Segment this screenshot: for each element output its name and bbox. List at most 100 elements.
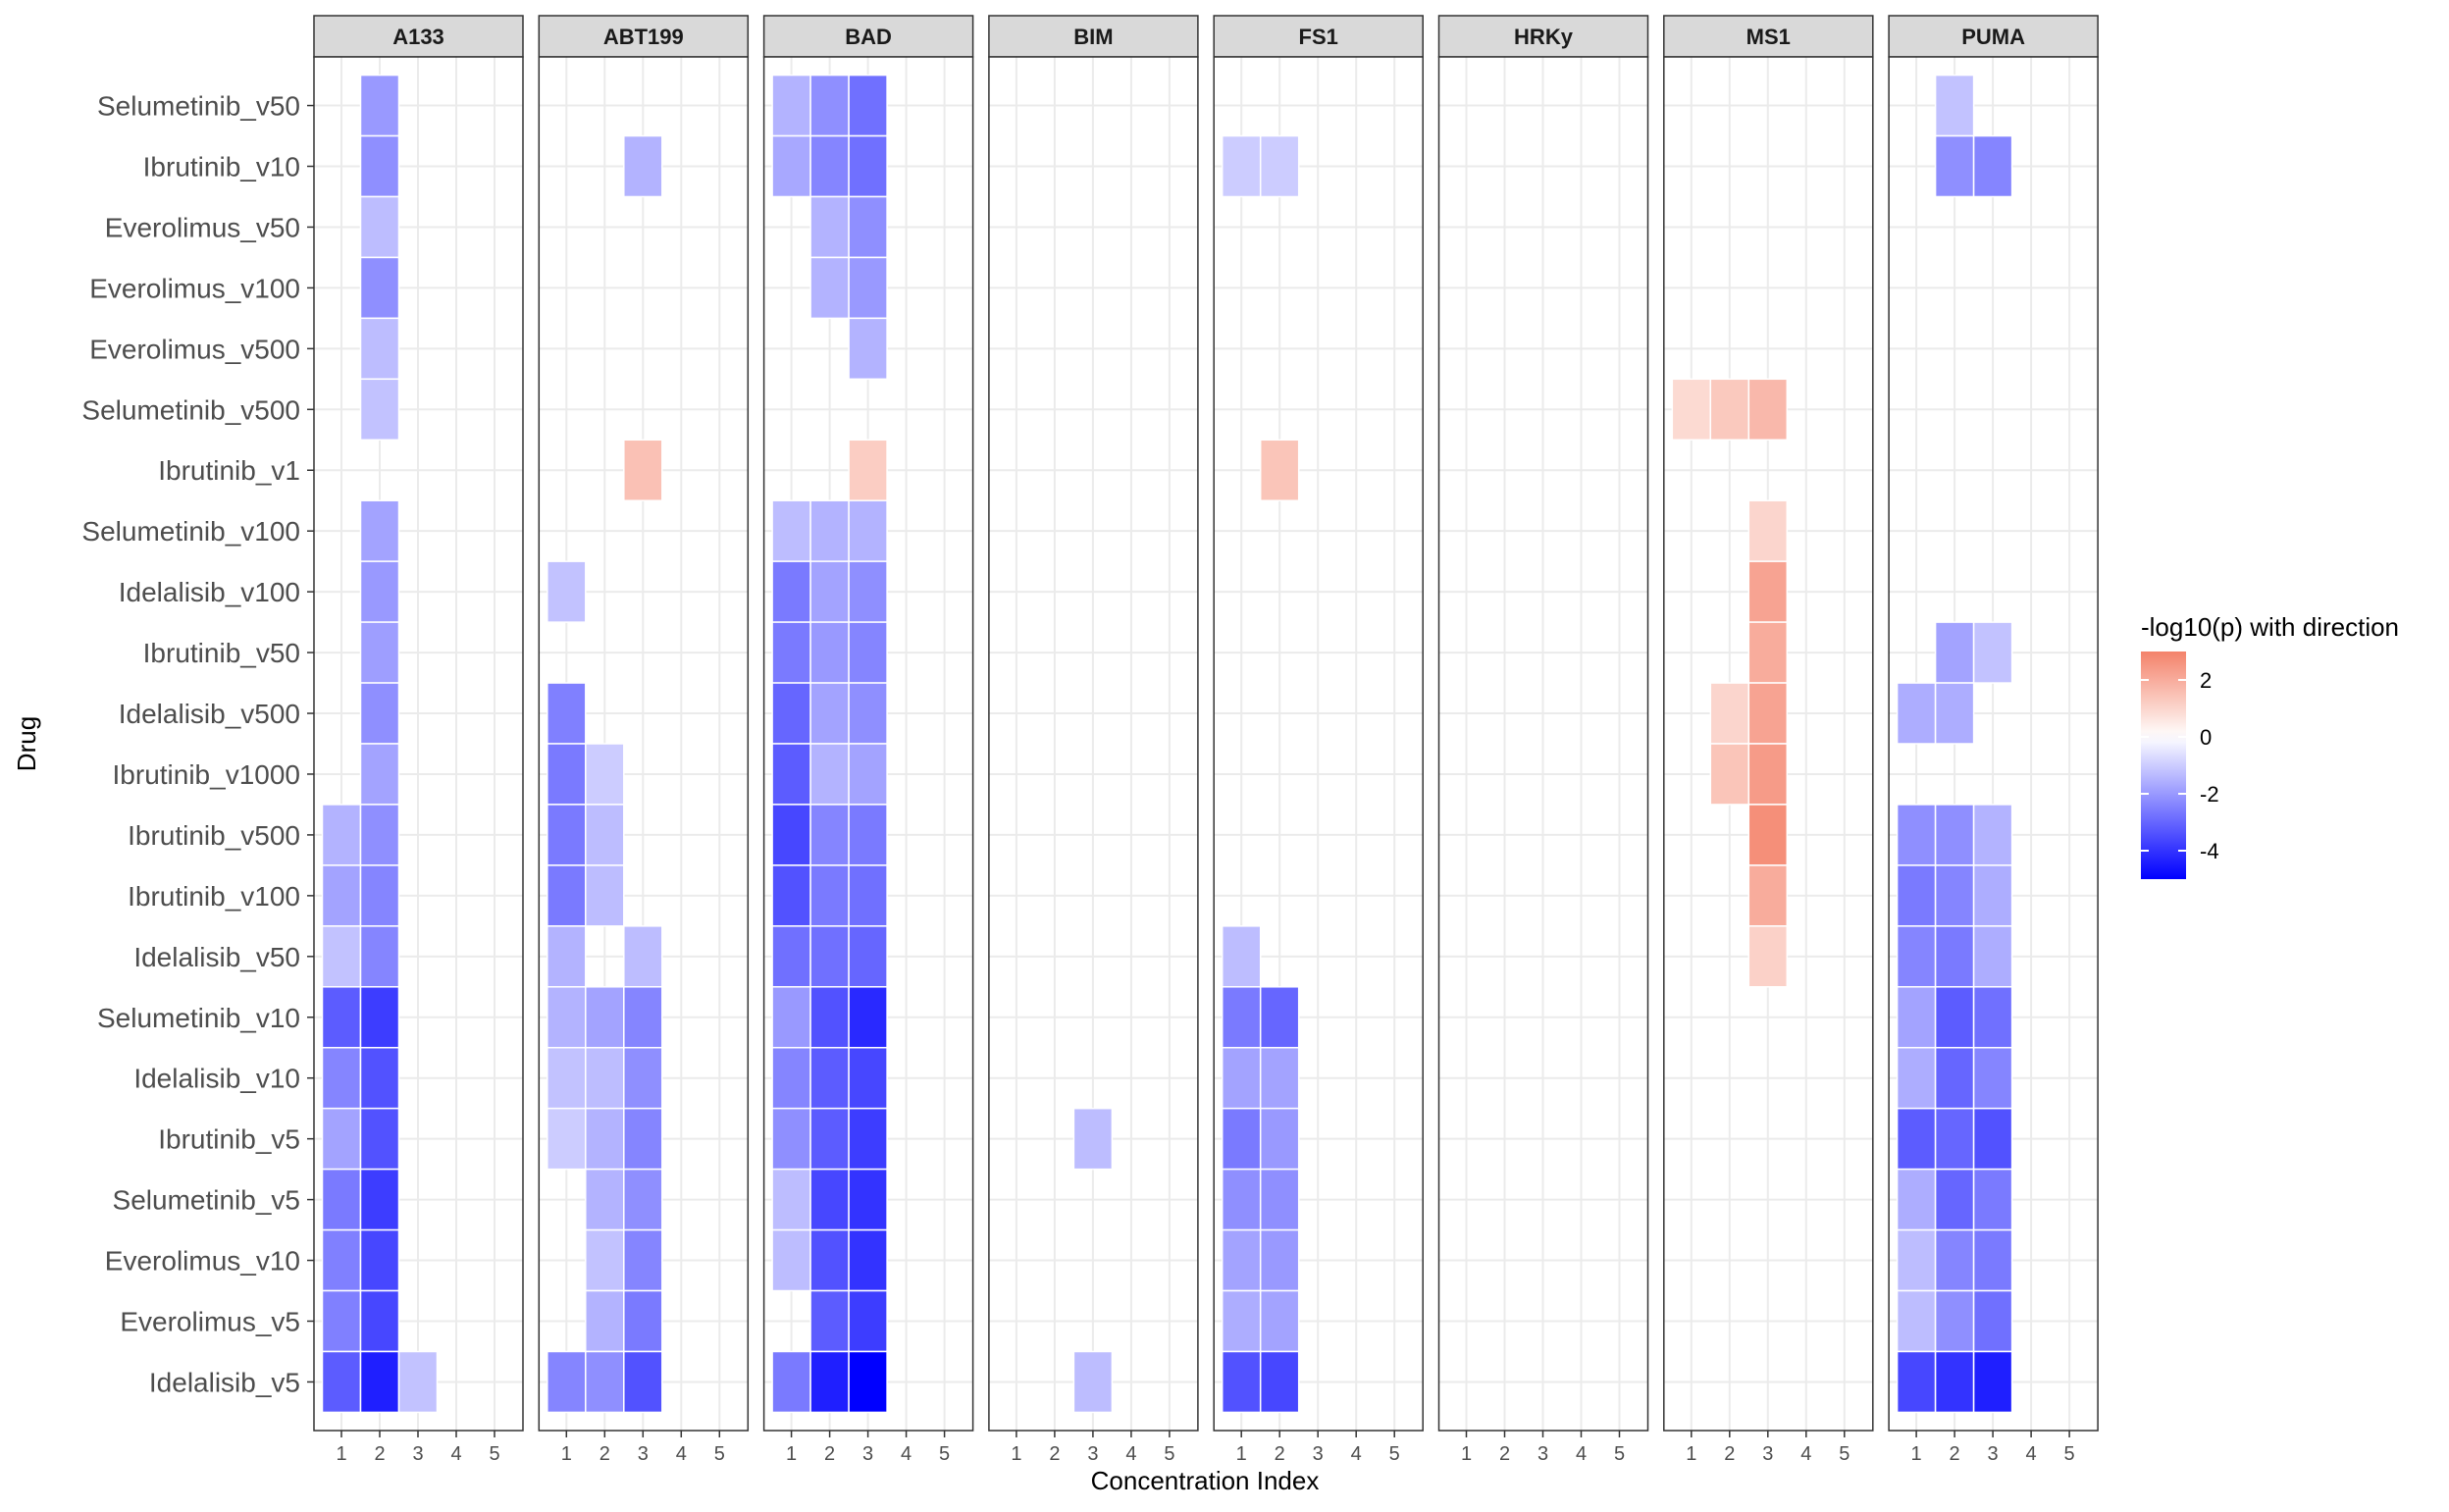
- x-axis-title: Concentration Index: [1091, 1466, 1320, 1495]
- legend-title: -log10(p) with direction: [2141, 612, 2399, 642]
- facet-panel-ms1: MS1 1 2 3 4 5: [1663, 15, 1874, 1465]
- heatmap-cell: [848, 499, 888, 562]
- facet-panel-bad: BAD 1 2 3 4 5: [762, 15, 974, 1465]
- y-tick-label: Ibrutinib_v50: [143, 638, 300, 668]
- heatmap-cell: [623, 439, 663, 501]
- heatmap-cell: [809, 743, 850, 806]
- heatmap-cell: [1934, 621, 1975, 684]
- facet-panel-hrky: HRKy 1 2 3 4 5: [1437, 15, 1649, 1465]
- heatmap-cell: [1709, 378, 1750, 442]
- heatmap-cell: [1934, 74, 1975, 137]
- heatmap-cell: [1259, 1228, 1300, 1292]
- x-tick-label: 5: [1164, 1443, 1174, 1465]
- heatmap-cell: [1934, 1046, 1975, 1110]
- heatmap-cell: [771, 682, 811, 745]
- facet-strip: [988, 15, 1199, 58]
- heatmap-cell: [1709, 743, 1750, 806]
- heatmap-cell: [1972, 986, 2013, 1049]
- x-tick-label: 4: [676, 1443, 687, 1465]
- heatmap-cell: [848, 986, 888, 1049]
- heatmap-cell: [1747, 682, 1789, 745]
- heatmap-cell: [809, 256, 850, 320]
- x-tick-label: 2: [599, 1443, 610, 1465]
- x-tick-label: 2: [824, 1443, 835, 1465]
- legend-tick-label: -4: [2200, 839, 2219, 863]
- heatmap-cell: [1934, 134, 1975, 198]
- x-tick-label: 3: [1087, 1443, 1098, 1465]
- drug-tick-labels: Selumetinib_v50 Ibrutinib_v10 Everolimus_v…: [81, 91, 314, 1397]
- heatmap-cell: [321, 864, 362, 927]
- heatmap-cell: [1972, 1107, 2013, 1171]
- heatmap-cell: [585, 1107, 625, 1171]
- y-tick-label: Selumetinib_v500: [81, 394, 300, 425]
- heatmap-cell: [809, 1107, 850, 1171]
- x-tick-label: 3: [862, 1443, 873, 1465]
- heatmap-cell: [848, 560, 888, 623]
- heatmap-cell: [359, 864, 400, 927]
- x-tick-label: 5: [1614, 1443, 1625, 1465]
- y-tick-label: Idelalisib_v10: [133, 1064, 300, 1094]
- heatmap-cell: [771, 1107, 811, 1171]
- x-tick-label: 2: [1724, 1443, 1735, 1465]
- heatmap-cell: [1259, 1107, 1300, 1171]
- x-tick-label: 4: [1125, 1443, 1136, 1465]
- heatmap-cell: [1747, 621, 1789, 684]
- color-legend: -log10(p) with direction 2 0 -2 -4: [2141, 612, 2399, 879]
- heatmap-cell: [848, 74, 888, 137]
- x-tick-label: 1: [1236, 1443, 1247, 1465]
- heatmap-cell: [771, 743, 811, 806]
- heatmap-cell: [547, 925, 587, 988]
- facet-panels: A133 1 2 3 4 5 ABT199 1 2 3 4 5 BAD 1 2 3 4 5 BIM 1 2 3 4 5 FS1 1…: [313, 15, 2099, 1465]
- heatmap-cell: [623, 1350, 663, 1414]
- heatmap-cell: [1934, 1228, 1975, 1292]
- heatmap-cell: [1747, 804, 1789, 866]
- heatmap-cell: [1259, 1350, 1300, 1414]
- legend-tick-label: -2: [2200, 782, 2219, 807]
- y-tick-label: Ibrutinib_v1000: [113, 759, 300, 790]
- y-tick-label: Idelalisib_v100: [119, 577, 300, 607]
- heatmap-cell: [321, 1350, 362, 1414]
- heatmap-cell: [1747, 925, 1789, 988]
- heatmap-cell: [1934, 925, 1975, 988]
- facet-panel-abt199: ABT199 1 2 3 4 5: [538, 15, 750, 1465]
- facet-strip-label: HRKy: [1514, 25, 1574, 49]
- y-tick-label: Selumetinib_v100: [81, 516, 300, 547]
- x-tick-label: 3: [1762, 1443, 1773, 1465]
- heatmap-cell: [1934, 986, 1975, 1049]
- legend-tick-label: 2: [2200, 668, 2212, 693]
- heatmap-cell: [1896, 682, 1937, 745]
- heatmap-cell: [623, 986, 663, 1049]
- facet-strip-label: PUMA: [1961, 25, 2025, 49]
- panel-grid: [1663, 57, 1873, 1431]
- heatmap-cell: [848, 195, 888, 259]
- panel-grid: [1438, 57, 1648, 1431]
- heatmap-cell: [809, 1046, 850, 1110]
- heatmap-cell: [585, 1168, 625, 1231]
- y-tick-label: Selumetinib_v5: [113, 1185, 300, 1216]
- facet-strip: [313, 15, 524, 58]
- y-tick-label: Idelalisib_v5: [149, 1367, 300, 1397]
- x-tick-label: 1: [336, 1443, 346, 1465]
- heatmap-cells: [321, 74, 439, 1414]
- heatmap-cell: [1972, 804, 2013, 866]
- heatmap-cell: [359, 499, 400, 562]
- x-tick-label: 5: [2064, 1443, 2075, 1465]
- heatmap-cell: [1934, 1107, 1975, 1171]
- heatmap-cell: [1934, 864, 1975, 927]
- heatmap-cell: [359, 378, 400, 442]
- heatmap-cell: [1072, 1350, 1114, 1414]
- heatmap-cell: [809, 560, 850, 623]
- x-tick-label: 4: [901, 1443, 912, 1465]
- heatmap-cell: [848, 682, 888, 745]
- y-axis-title: Drug: [12, 716, 41, 771]
- heatmap-cell: [623, 1289, 663, 1353]
- heatmap-cell: [1221, 1168, 1262, 1231]
- heatmap-cell: [359, 560, 400, 623]
- heatmap-cell: [359, 256, 400, 320]
- heatmap-cell: [1747, 864, 1789, 927]
- heatmap-cell: [1934, 682, 1975, 745]
- y-tick-label: Ibrutinib_v500: [128, 820, 300, 851]
- heatmap-cell: [359, 621, 400, 684]
- heatmap-cell: [1747, 743, 1789, 806]
